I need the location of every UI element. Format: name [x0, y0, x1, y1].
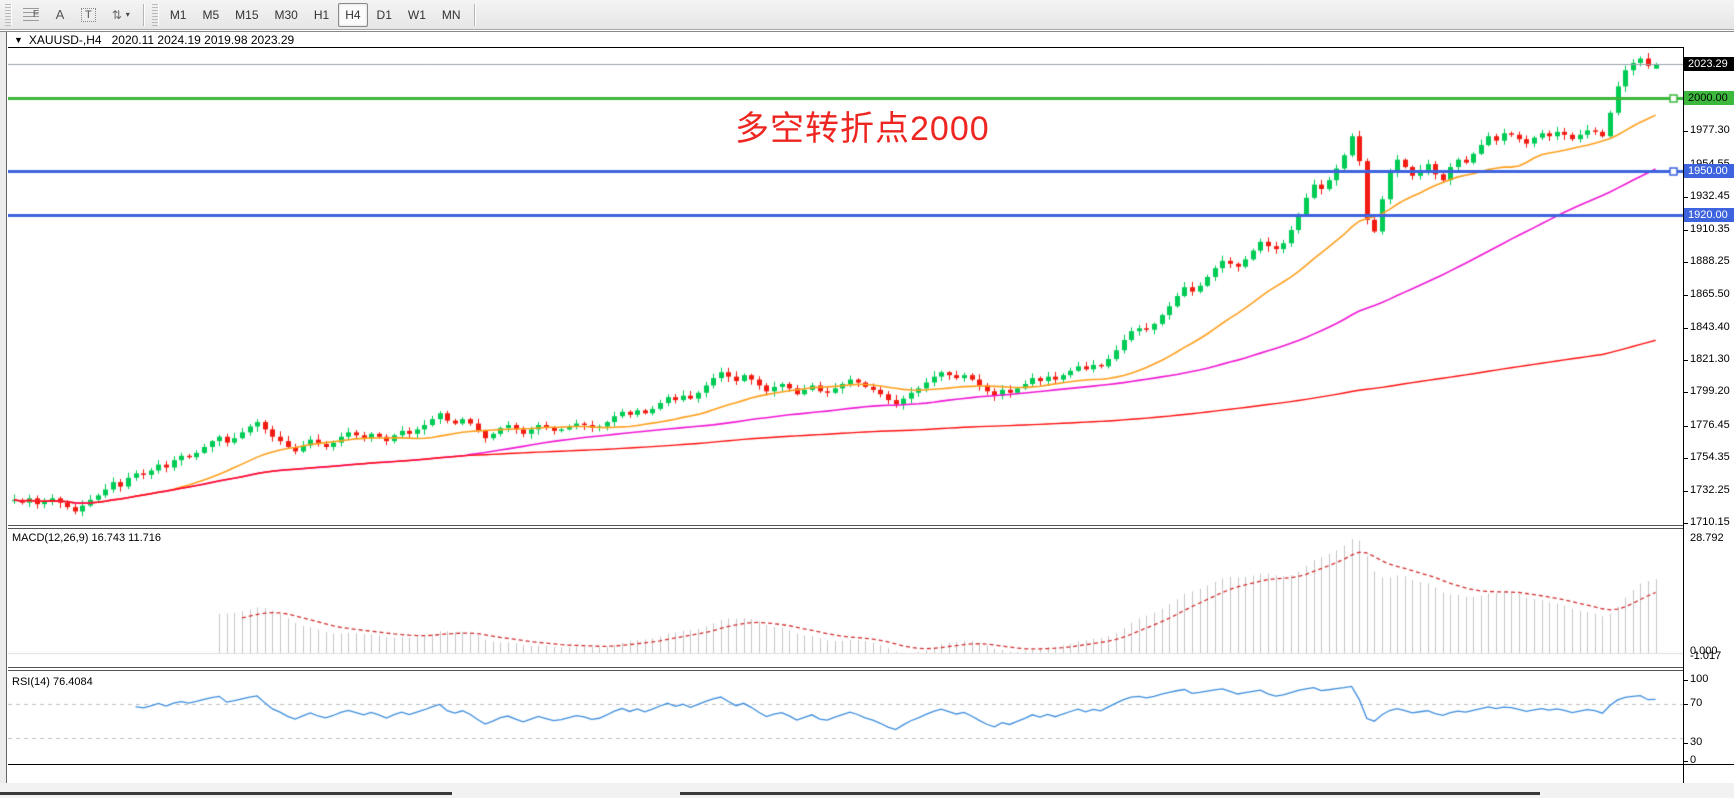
price-axis-tick [1683, 295, 1688, 297]
price-axis-tick [1683, 523, 1688, 524]
price-axis-tick [1683, 392, 1688, 394]
price-axis-tick [1683, 131, 1688, 133]
price-axis-border [1683, 47, 1684, 783]
price-tick-label: 1754.35 [1690, 451, 1730, 464]
price-axis-tick [1683, 197, 1688, 199]
chart-window: ▼ XAUUSD-,H4 2020.11 2024.19 2019.98 202… [0, 31, 1734, 798]
price-tick-label: 1821.30 [1690, 353, 1730, 366]
rsi-indicator-label: RSI(14) 76.4084 [12, 676, 93, 688]
toolbar-separator [473, 3, 475, 26]
price-axis-tick [1683, 261, 1688, 263]
rsi-panel-canvas[interactable] [8, 671, 1683, 764]
text-tool-icon: A [55, 7, 65, 22]
price-tick-label: 1710.15 [1690, 516, 1730, 528]
arrows-tool-icon: ⇅ [111, 7, 122, 22]
panel-splitter[interactable] [8, 667, 1683, 671]
chart-title-bar: ▼ XAUUSD-,H4 2020.11 2024.19 2019.98 202… [8, 32, 1734, 47]
timeframe-button-m30[interactable]: M30 [274, 7, 298, 22]
arrows-tool-icon[interactable]: ⇅ ▾ [105, 3, 137, 27]
chart-symbol-period: XAUUSD-,H4 [28, 32, 102, 47]
text-label-tool-icon: T [81, 7, 96, 22]
toolbar-separator [142, 3, 144, 26]
main-chart-canvas[interactable] [8, 48, 1683, 526]
plot-top-border [8, 47, 1683, 48]
window-left-edge [0, 32, 7, 783]
current-price-label: 2023.29 [1684, 56, 1734, 71]
macd-panel-canvas[interactable] [8, 529, 1683, 667]
price-tick-label: 1888.25 [1690, 254, 1730, 267]
hline-price-label: 2000.00 [1684, 91, 1734, 106]
toolbar: F A T ⇅ ▾ M1 M5 M15 M30 H1 H4 D1 W1 MN [0, 0, 1734, 30]
price-tick-label: 1843.40 [1690, 320, 1730, 333]
timeframe-button-m5[interactable]: M5 [202, 7, 220, 22]
rsi-level-label: 70 [1690, 697, 1703, 709]
text-tool-icon[interactable]: A [48, 3, 72, 27]
timeframe-button-m15[interactable]: M15 [235, 7, 259, 22]
macd-indicator-label: MACD(12,26,9) 16.743 11.716 [12, 532, 161, 544]
timeframe-button-h1[interactable]: H1 [313, 7, 330, 22]
fibonacci-tool-icon: F [23, 7, 39, 22]
toolbar-drag-handle[interactable] [5, 3, 12, 26]
macd-scale-max-label: 28.792 [1690, 532, 1724, 544]
chart-text-annotation[interactable]: 多空转折点2000 [735, 110, 990, 148]
fibonacci-tool-icon[interactable]: F [16, 3, 46, 27]
price-axis-tick [1683, 490, 1688, 492]
price-axis-tick [1683, 458, 1688, 460]
price-axis-tick [1683, 425, 1688, 427]
rsi-axis-tick [1683, 761, 1688, 762]
timeframes-toolbar: M1 M5 M15 M30 H1 H4 D1 W1 MN [162, 2, 469, 27]
rsi-level-label: 0 [1690, 754, 1697, 766]
text-label-tool-icon[interactable]: T [74, 3, 103, 27]
timeframe-button-h4[interactable]: H4 [338, 2, 368, 27]
macd-scale-zero-label: 0.000 [1690, 645, 1718, 657]
price-tick-label: 1865.50 [1690, 288, 1730, 301]
timeframe-button-d1[interactable]: D1 [376, 7, 392, 22]
dropdown-caret-icon[interactable]: ▾ [125, 10, 130, 19]
macd-scale-min-label: -1.017 [1690, 650, 1722, 662]
price-tick-label: 1732.25 [1690, 483, 1730, 496]
price-axis-tick [1683, 229, 1688, 231]
price-tick-label: 1977.30 [1690, 124, 1730, 137]
rsi-axis-tick [1683, 704, 1688, 705]
price-tick-label: 1799.20 [1690, 385, 1730, 398]
timeframe-button-w1[interactable]: W1 [407, 7, 426, 22]
price-axis-tick [1683, 360, 1688, 362]
plot-bottom-border [8, 764, 1734, 765]
hline-price-label: 1920.00 [1684, 208, 1734, 223]
hline-price-label: 1950.00 [1684, 164, 1734, 179]
rsi-axis-tick [1683, 743, 1688, 744]
panel-splitter[interactable] [8, 525, 1683, 529]
chart-menu-dropdown-icon[interactable]: ▼ [14, 34, 23, 45]
line-studies-toolbar: F A T ⇅ ▾ [15, 3, 138, 27]
price-tick-label: 1910.35 [1690, 222, 1730, 235]
timeframe-button-m1[interactable]: M1 [169, 7, 187, 22]
rsi-axis-tick [1683, 680, 1688, 681]
status-strip [0, 783, 1734, 798]
rsi-level-label: 30 [1690, 736, 1703, 748]
price-axis-tick [1683, 327, 1688, 329]
toolbar-drag-handle[interactable] [151, 3, 159, 26]
chart-ohlc-readout: 2020.11 2024.19 2019.98 2023.29 [111, 32, 295, 47]
rsi-level-label: 100 [1690, 673, 1709, 685]
timeframe-button-mn[interactable]: MN [441, 7, 461, 22]
price-tick-label: 1776.45 [1690, 418, 1730, 431]
price-tick-label: 1932.45 [1690, 190, 1730, 203]
